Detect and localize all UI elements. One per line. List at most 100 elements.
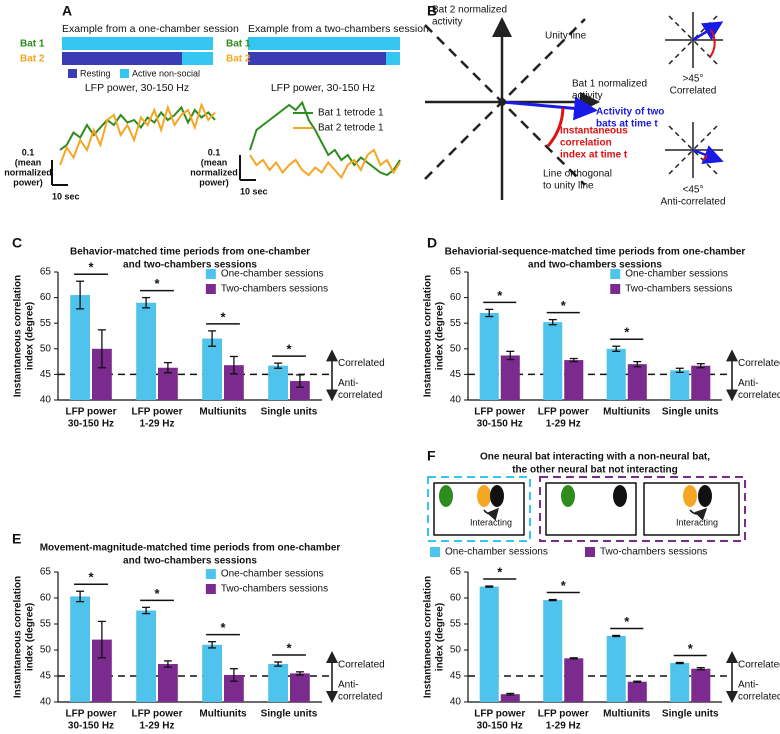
bar [670,663,690,702]
bar [136,302,156,400]
significance-label: * [154,276,160,291]
significance-label: * [154,586,160,601]
active-segment [62,37,213,50]
y-axis-label: Instantaneous correlation [13,576,24,698]
x-tick-label: Multiunits [603,709,651,720]
y-tick-label: 65 [40,567,52,578]
ethogram [62,37,400,78]
legend-label: Two-chambers sessions [221,284,328,295]
y-tick-label: 45 [450,369,462,380]
y-axis-label: index (degree) [25,603,36,671]
bar [70,596,90,702]
legend-swatch [610,284,621,294]
x-tick-label: 1-29 Hz [139,419,174,430]
chart-title: Behavior-matched time periods from one-c… [70,247,310,258]
bar [606,348,626,400]
resting-segment [248,52,386,65]
panel-letter: D [427,235,437,251]
y-tick-label: 40 [450,395,462,406]
scale-label: 0.1 [22,147,35,157]
y-tick-label: 60 [450,292,462,303]
resting-segment [62,52,182,65]
axis-label: Bat 1 normalized [572,79,647,90]
significance-label: * [624,614,630,629]
significance-label: * [88,260,94,275]
index-label: correlation [560,138,612,149]
significance-label: * [220,620,226,635]
axis-label: Bat 2 normalized [432,5,507,16]
legend-label: Active non-social [132,68,200,78]
trace [59,105,216,151]
y-tick-label: 50 [450,645,462,656]
bar [479,586,499,702]
example-title: Example from a two-chambers session [248,23,429,35]
y-tick-label: 55 [450,619,462,630]
correlated-label: Correlated [338,660,385,671]
significance-label: * [497,564,503,579]
two-chambers-box [539,476,746,542]
vector-label: Activity of two [596,107,664,118]
orthogonal-label: Line orthogonal [543,169,612,180]
x-tick-label: 1-29 Hz [139,721,174,732]
legend-swatch [120,69,129,78]
y-tick-label: 45 [40,671,52,682]
row-label: Bat 1 [226,39,251,50]
y-tick-label: 65 [40,267,52,278]
y-axis-label: index (degree) [25,302,36,370]
legend-label: Resting [80,68,111,78]
significance-label: * [624,325,630,340]
bar [290,673,310,702]
y-axis-label: Instantaneous correlation [13,275,24,397]
significance-label: * [688,641,694,656]
active-segment [386,52,400,65]
legend-label: One-chamber sessions [221,569,324,580]
y-axis-label: index (degree) [435,603,446,671]
illustration-f [427,476,746,542]
scale-label: 0.1 [208,147,221,157]
y-tick-label: 55 [450,318,462,329]
bar [564,360,584,400]
significance-label: * [286,640,292,655]
chart-title: Movement-magnitude-matched time periods … [40,543,341,554]
row-label: Bat 2 [20,54,45,65]
chart-title: and two-chambers sessions [123,260,257,271]
bar [92,348,112,400]
bar [627,681,647,702]
x-tick-label: 30-150 Hz [477,419,523,430]
bar [500,355,520,400]
trace [249,100,401,177]
chart-title: One neural bat interacting with a non-ne… [480,452,710,463]
y-tick-label: 40 [450,697,462,708]
vector [501,96,598,121]
bar [70,295,90,400]
panel-letter: F [427,448,436,464]
inset [665,122,724,178]
x-tick-label: LFP power [66,407,117,418]
scale-unit: power) [13,177,43,187]
inset-angle: <45° [683,185,704,196]
bar [158,664,178,702]
y-tick-label: 60 [450,593,462,604]
bar [268,365,288,400]
inset-label: Correlated [670,86,717,97]
x-tick-label: 30-150 Hz [68,419,114,430]
x-tick-label: LFP power [474,407,525,418]
legend-swatch [205,269,216,279]
x-tick-label: LFP power [132,407,183,418]
legend-swatch [205,584,216,594]
significance-label: * [220,309,226,324]
bar [224,674,244,702]
diagram-b [424,12,724,200]
bar [92,639,112,702]
bar [564,658,584,702]
scale-unit: normalized [190,167,238,177]
interacting-label: Interacting [470,517,512,527]
scale-unit: (mean [201,157,228,167]
x-tick-label: LFP power [538,407,589,418]
chart-title: and two-chambers sessions [528,260,662,271]
scale-unit: normalized [4,167,52,177]
significance-label: * [497,288,503,303]
y-axis-label: Instantaneous correlation [423,275,434,397]
y-tick-label: 60 [40,593,52,604]
